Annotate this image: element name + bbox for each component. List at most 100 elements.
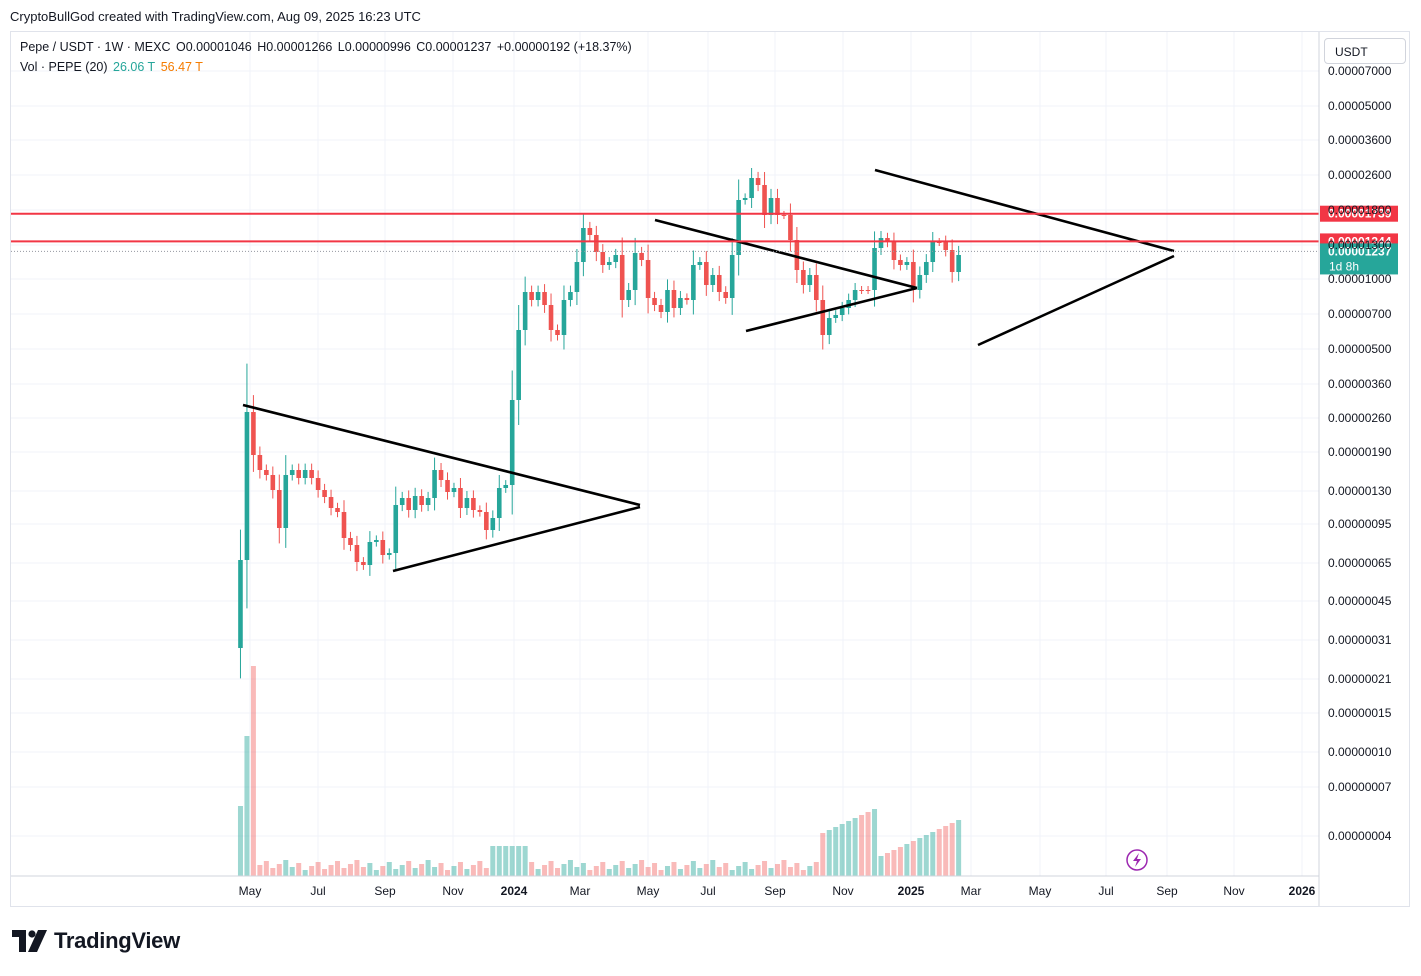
candle-body xyxy=(872,248,877,290)
triangle-trendlines xyxy=(242,168,1175,573)
volume-bar xyxy=(451,866,457,876)
trendline xyxy=(745,286,918,333)
volume-bar xyxy=(826,830,832,876)
volume-bar xyxy=(263,861,269,876)
volume-bar xyxy=(270,868,276,876)
volume-value-2: 56.47 T xyxy=(160,60,203,74)
candle-body xyxy=(296,470,301,478)
candle-body xyxy=(270,475,276,490)
candle-body xyxy=(943,242,948,250)
candle-body xyxy=(820,300,826,335)
candle-body xyxy=(438,470,444,480)
volume-bar xyxy=(250,666,256,876)
volume-bar xyxy=(742,862,748,876)
volume-bar xyxy=(322,869,328,876)
volume-bar xyxy=(891,850,897,876)
candle-body xyxy=(451,488,457,492)
time-tick-label: May xyxy=(637,884,660,898)
trendline xyxy=(874,168,1175,253)
candle-body xyxy=(923,262,929,275)
candle-body xyxy=(839,308,845,315)
volume-bar xyxy=(762,861,768,876)
volume-bar xyxy=(567,860,573,876)
candle-body xyxy=(445,480,450,492)
volume-bar xyxy=(774,864,780,876)
volume-bar xyxy=(580,863,586,876)
candle-body xyxy=(354,545,360,562)
candle-body xyxy=(704,262,709,285)
volume-bar xyxy=(432,867,438,876)
volume-bar xyxy=(283,860,289,876)
volume-bar xyxy=(289,867,295,876)
volume-bar xyxy=(354,860,360,876)
price-tick-label: 0.00003600 xyxy=(1328,133,1392,147)
trendline xyxy=(977,254,1175,347)
close-value: C0.00001237 xyxy=(416,40,492,54)
volume-bar xyxy=(542,865,548,876)
time-tick-label: Mar xyxy=(961,884,982,898)
candle-body xyxy=(477,510,483,512)
currency-unit-selector[interactable]: USDT xyxy=(1324,38,1406,64)
volume-bar xyxy=(419,864,425,876)
volume-bar xyxy=(613,865,619,876)
open-value: O0.00001046 xyxy=(175,40,252,54)
resistance-price-label: 0.00001739 xyxy=(1328,207,1392,221)
time-tick-label: Jul xyxy=(700,884,715,898)
candle-body xyxy=(749,178,754,198)
volume-bar xyxy=(800,870,806,876)
volume-bar xyxy=(917,838,923,876)
candle-body xyxy=(885,238,890,242)
candle-body xyxy=(425,498,431,505)
volume-bar xyxy=(555,868,560,876)
candle-body xyxy=(807,275,813,285)
candle-body xyxy=(419,496,424,505)
volume-bar xyxy=(309,866,315,876)
candle-body xyxy=(639,253,644,260)
volume-bar xyxy=(237,806,243,876)
volume-bar xyxy=(276,864,282,876)
candle-body xyxy=(264,470,269,475)
volume-bar xyxy=(535,869,541,876)
candle-body xyxy=(742,198,748,200)
volume-bar xyxy=(470,865,476,876)
candle-body xyxy=(555,330,560,335)
candle-body xyxy=(936,242,942,243)
time-tick-label: Nov xyxy=(832,884,853,898)
candle-body xyxy=(632,253,638,290)
candle-body xyxy=(697,262,703,265)
time-tick-label: Sep xyxy=(374,884,396,898)
candle-countdown: 1d 8h xyxy=(1329,259,1359,273)
volume-bar xyxy=(399,865,405,876)
candle-body xyxy=(393,505,399,553)
volume-bar xyxy=(690,861,696,876)
candle-body xyxy=(729,255,735,298)
volume-bar xyxy=(457,862,463,876)
volume-bar xyxy=(943,826,949,876)
volume-bar xyxy=(296,863,302,876)
volume-bar xyxy=(910,841,916,876)
volume-bar xyxy=(652,863,658,876)
volume-bar xyxy=(496,846,502,876)
price-tick-label: 0.00000007 xyxy=(1328,780,1392,794)
volume-bar xyxy=(671,862,677,876)
symbol-label[interactable]: Pepe / USDT · 1W · MEXC xyxy=(20,40,171,54)
volume-label[interactable]: Vol · PEPE (20) xyxy=(20,60,108,74)
time-tick-label: 2026 xyxy=(1289,884,1316,898)
candle-body xyxy=(930,242,936,262)
candle-body xyxy=(691,265,696,300)
candle-body xyxy=(626,290,631,300)
candle-body xyxy=(509,400,515,485)
candle-body xyxy=(859,290,864,291)
candle-body xyxy=(684,298,690,300)
price-tick-label: 0.00007000 xyxy=(1328,64,1392,78)
volume-bar xyxy=(438,863,444,876)
price-tick-label: 0.00001000 xyxy=(1328,272,1392,286)
candle-body xyxy=(613,255,619,262)
volume-bar xyxy=(315,862,321,876)
candle-body xyxy=(535,292,541,300)
trendline xyxy=(654,218,918,290)
volume-bar xyxy=(335,861,341,876)
candle-body xyxy=(865,290,871,291)
chart-frame xyxy=(10,31,1410,907)
